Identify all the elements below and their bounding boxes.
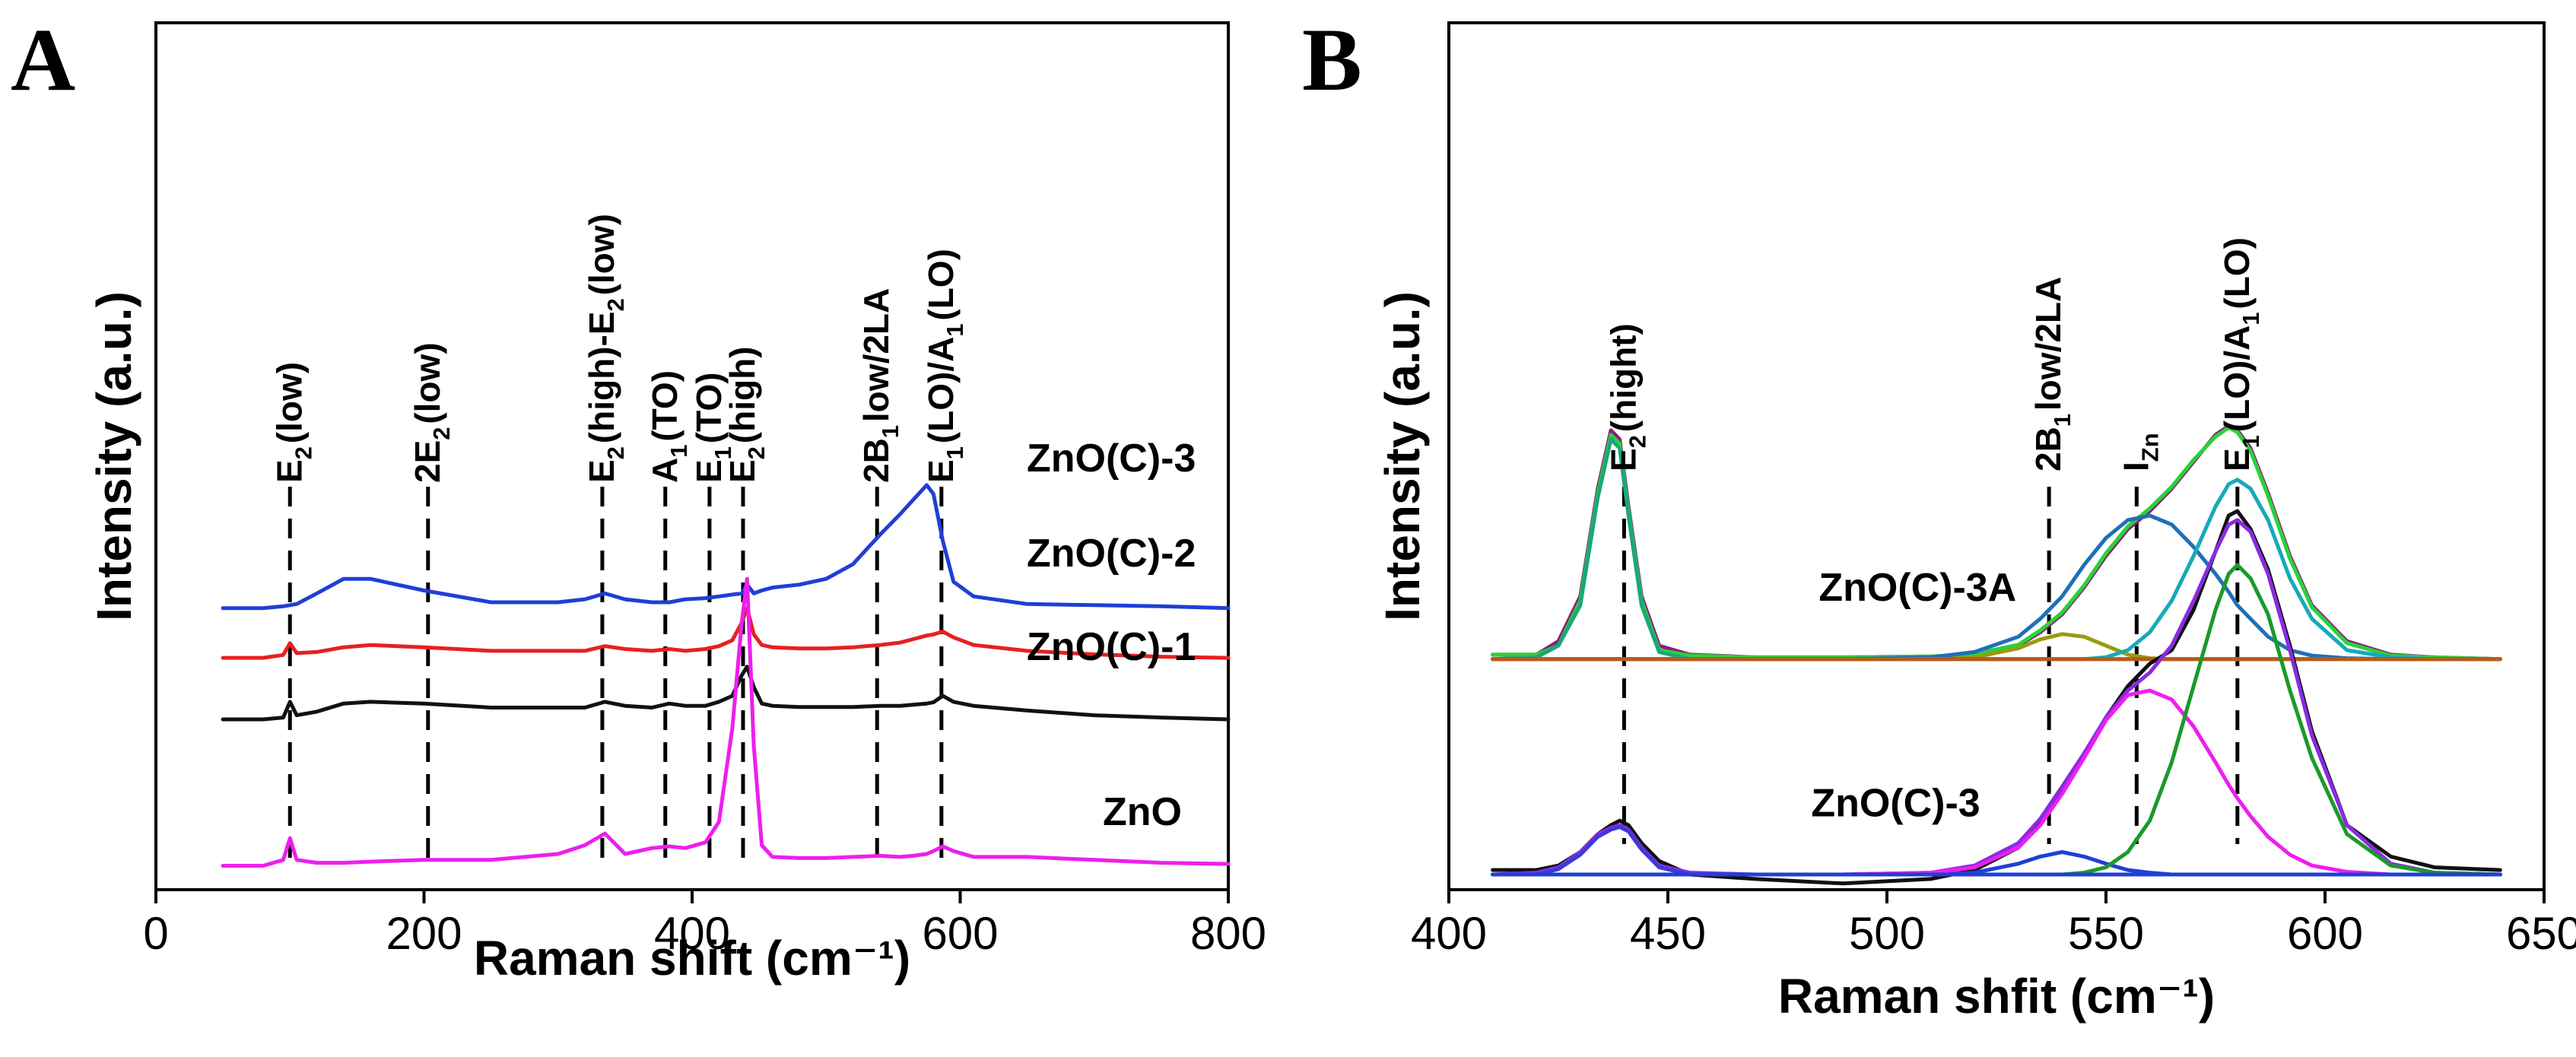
a-x-tick-label-600: 600 — [922, 908, 998, 959]
a-series-zno-c-1 — [221, 665, 1231, 722]
panel-a-y-axis-label: Intensity (a.u.) — [87, 291, 141, 621]
b-peak-label-e-hight: E2 (hight) — [1603, 323, 1650, 471]
panel-b-plot-area — [1447, 21, 2546, 891]
panel-b-spectra — [1491, 424, 2502, 886]
b-peak-label-2b-low-2la: 2B1 low/2LA — [2028, 277, 2076, 471]
a-peak-label-a-to: A1 (TO) — [645, 370, 692, 483]
b-x-tick-label-650: 650 — [2506, 908, 2576, 959]
panel-a-x-axis-label: Raman shift (cm⁻¹) — [474, 931, 910, 986]
b-series-zno-c-3a-2b-low-2la-component — [1491, 632, 2502, 662]
panel-a: A E2 (low) 2E2 (low) E2 (high)-E2 (low) A1 … — [11, 10, 1266, 986]
a-x-tick-label-0: 0 — [143, 908, 168, 959]
panel-b-x-axis-label: Raman shfit (cm⁻¹) — [1778, 969, 2215, 1024]
panel-a-letter: A — [11, 10, 75, 110]
panel-a-x-ticks: 0 200 400 600 800 — [143, 890, 1266, 959]
b-peak-label-i-zn: IZn — [2116, 430, 2163, 472]
a-peak-label-e-high: E2 (high) — [723, 347, 770, 484]
panel-a-labels: E2 (low) 2E2 (low) E2 (high)-E2 (low) A1 (T… — [269, 214, 1196, 834]
b-series-zno-c-3a-measured — [1491, 424, 2502, 662]
b-x-tick-label-400: 400 — [1411, 908, 1487, 959]
panel-b: B E2 (hight) 2B1 low/2LA IZn E1 (LO)/A1 (L… — [1302, 10, 2576, 1024]
a-series-zno-c-3 — [221, 483, 1231, 611]
a-x-tick-label-400: 400 — [654, 908, 730, 959]
b-sample-label-zno-c-3: ZnO(C)-3 — [1811, 781, 1980, 825]
b-series-zno-c-3a-cumulative-fit — [1491, 425, 2502, 662]
a-series-label-zno-c-2: ZnO(C)-2 — [1027, 532, 1196, 576]
a-x-tick-label-800: 800 — [1190, 908, 1266, 959]
b-sample-label-zno-c-3a: ZnO(C)-3A — [1818, 566, 2016, 610]
b-peak-label-e-lo-a-lo: E1 (LO)/A1 (LO) — [2217, 237, 2264, 471]
a-x-tick-label-200: 200 — [386, 908, 462, 959]
b-x-tick-label-550: 550 — [2068, 908, 2144, 959]
a-peak-label-e-high-e-low: E2 (high)-E2 (low) — [582, 214, 629, 483]
panel-b-letter: B — [1302, 10, 1362, 110]
a-peak-label-e-low: E2 (low) — [269, 362, 316, 483]
a-peak-label-2b-low-2la: 2B1 low/2LA — [856, 288, 904, 483]
panel-b-y-axis-label: Intensity (a.u.) — [1375, 291, 1430, 621]
b-x-tick-label-600: 600 — [2287, 908, 2363, 959]
a-peak-label-e-lo-a-lo: E1 (LO)/A1 (LO) — [921, 249, 968, 483]
a-series-zno-c-2 — [221, 606, 1231, 660]
a-peak-label-e-to: E1 (TO) — [689, 373, 736, 483]
a-series-label-zno-c-1: ZnO(C)-1 — [1027, 625, 1196, 669]
b-series-zno-c-3a-e-high-component — [1491, 437, 2502, 662]
a-series-label-zno-c-3: ZnO(C)-3 — [1027, 436, 1196, 481]
panel-a-spectra — [221, 483, 1231, 868]
panel-b-peak-guides — [1622, 487, 2240, 844]
a-series-zno — [221, 576, 1231, 868]
panel-b-plot-frame — [1447, 21, 2546, 891]
a-series-label-zno: ZnO — [1103, 790, 1182, 834]
b-x-tick-label-500: 500 — [1849, 908, 1925, 959]
panel-b-x-ticks: 400 450 500 550 600 650 — [1411, 890, 2576, 959]
panel-b-labels: E2 (hight) 2B1 low/2LA IZn E1 (LO)/A1 (LO)… — [1603, 237, 2263, 825]
a-peak-label-2e-low: 2E2 (low) — [408, 342, 455, 483]
b-x-tick-label-450: 450 — [1630, 908, 1706, 959]
panel-a-peak-guides — [287, 487, 944, 863]
